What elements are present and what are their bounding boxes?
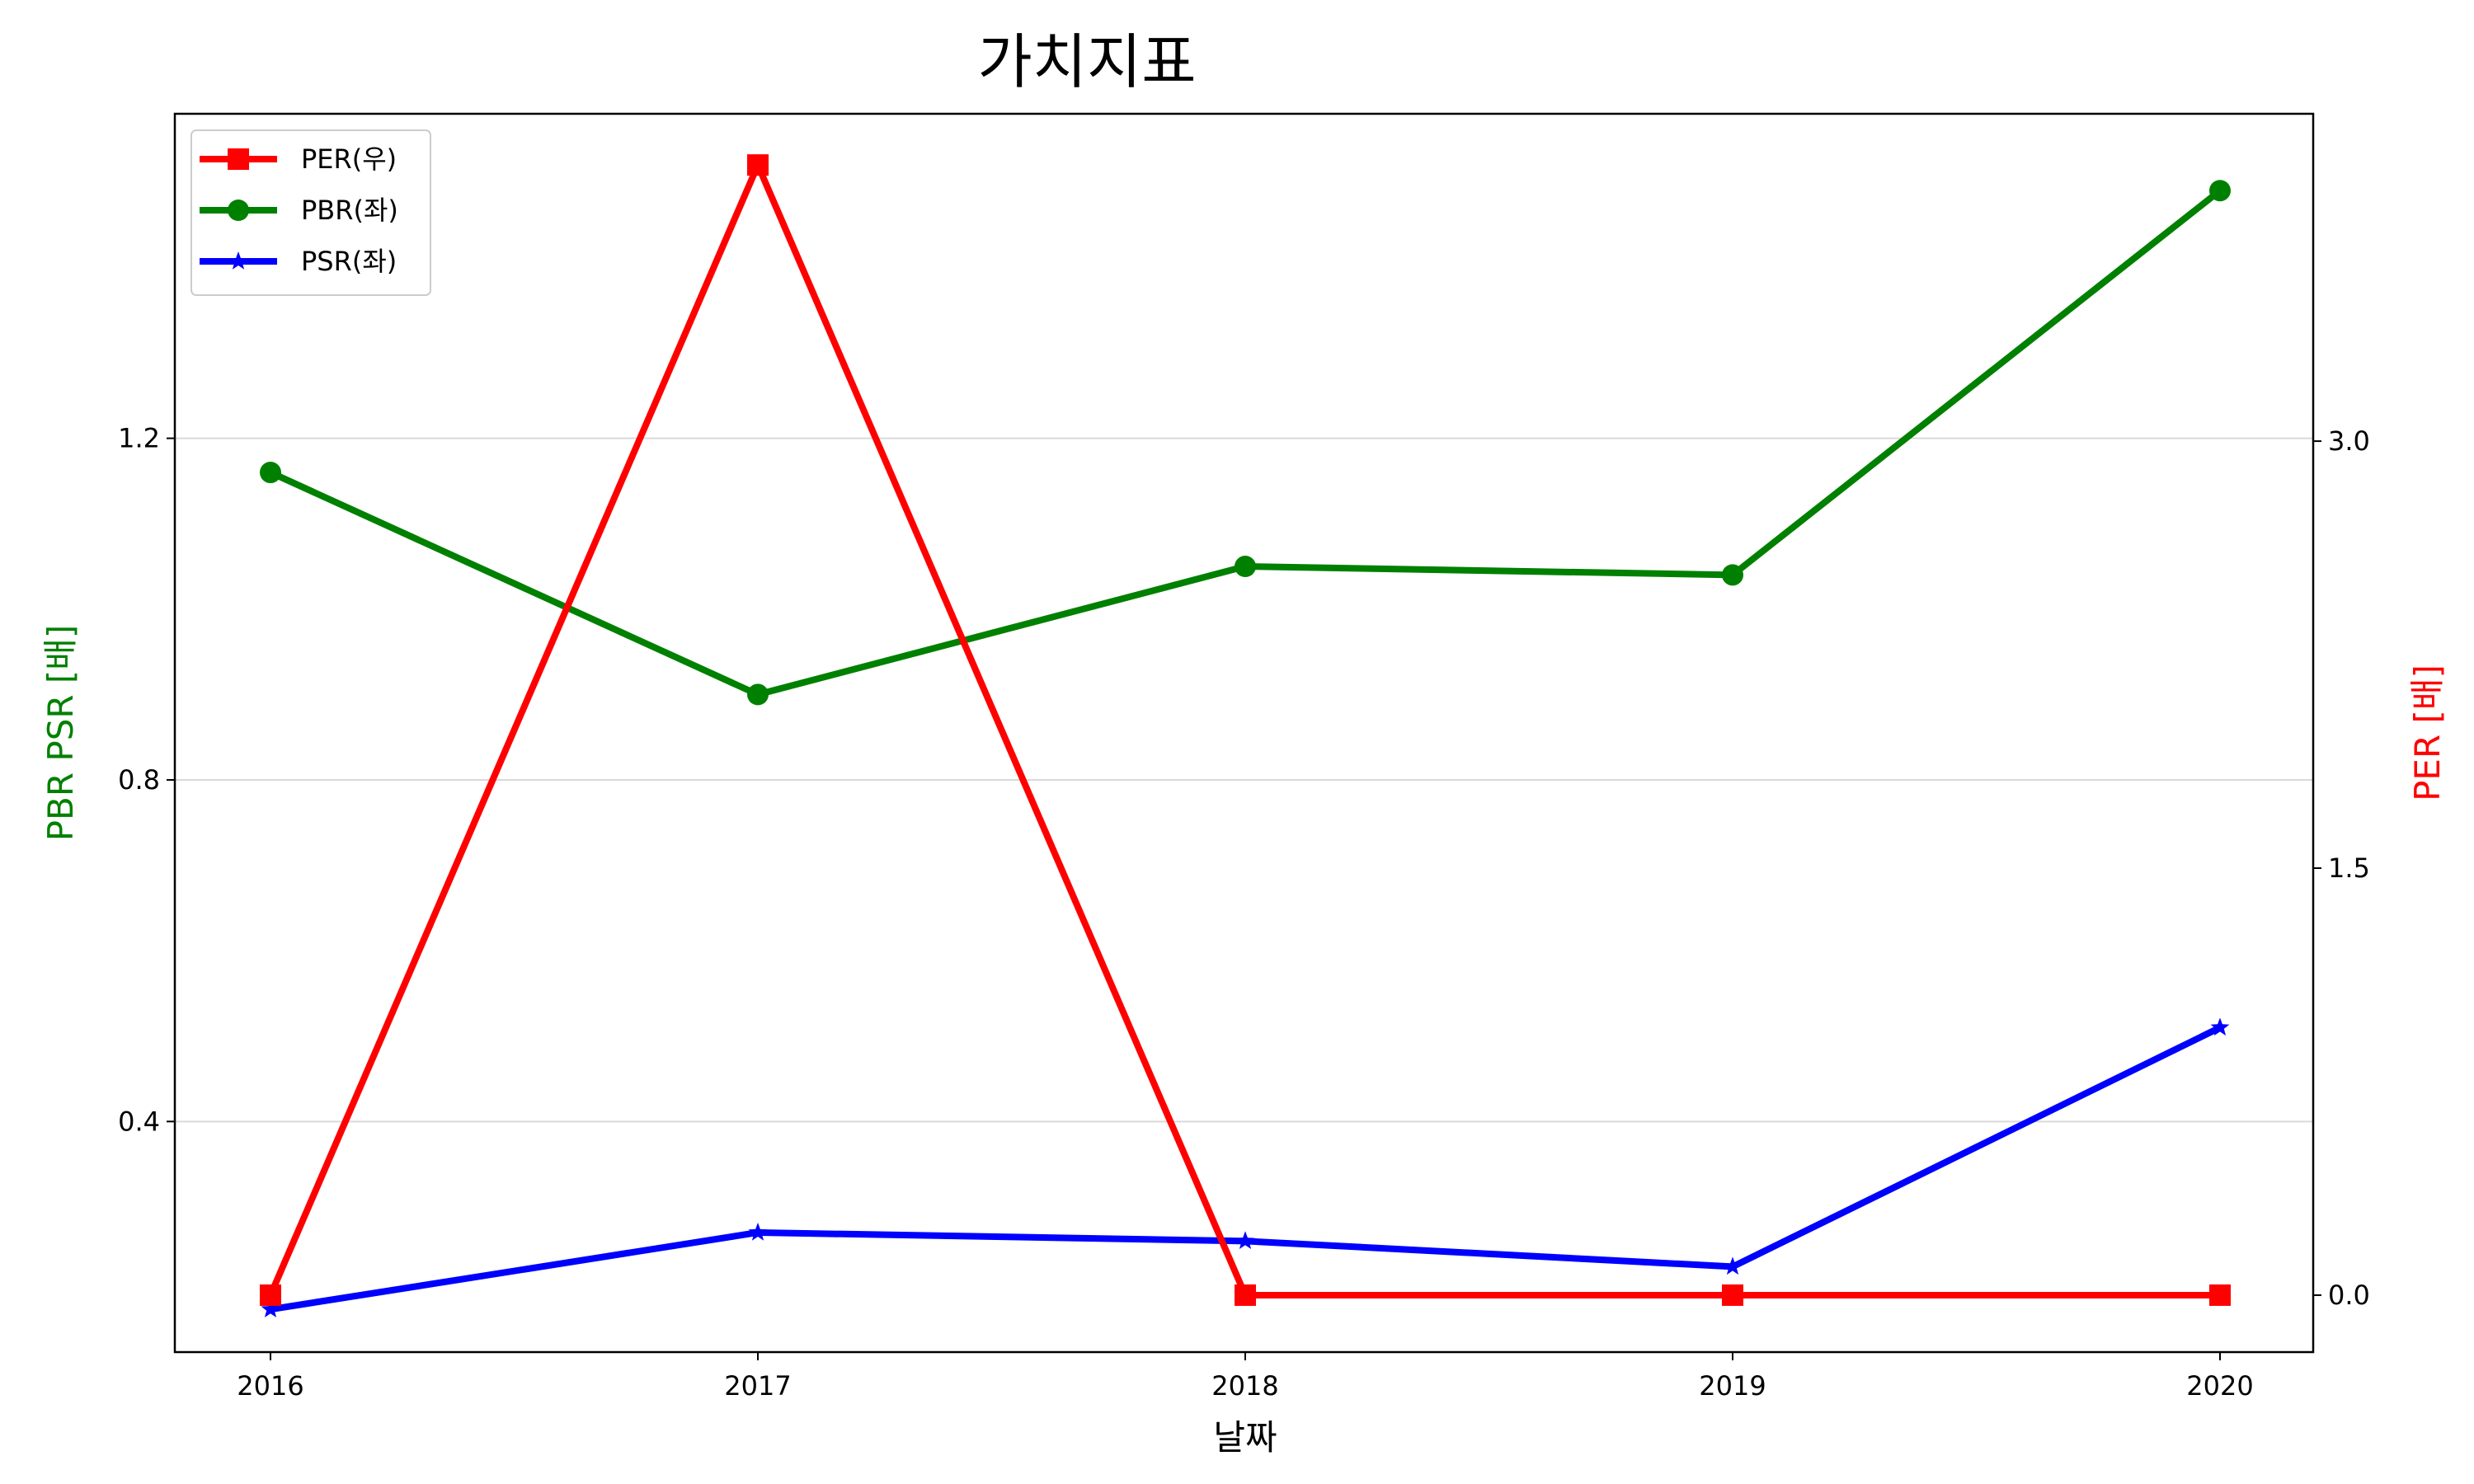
left-tick-label: 0.8 xyxy=(118,764,160,796)
legend-box xyxy=(190,129,431,296)
x-axis-label: 날짜 xyxy=(1213,1417,1277,1458)
data-point xyxy=(747,154,769,176)
right-axis-label: PER [배] xyxy=(2407,665,2448,801)
x-tick-label: 2019 xyxy=(1699,1370,1766,1402)
data-point xyxy=(2209,1284,2231,1306)
series-PSR(좌) xyxy=(261,1017,2230,1317)
x-axis-ticks: 2016 2017 2018 2019 2020 xyxy=(237,1352,2254,1402)
right-tick-label: 3.0 xyxy=(2328,425,2370,457)
grid xyxy=(175,437,2313,1123)
right-tick-label: 0.0 xyxy=(2328,1280,2370,1311)
data-point xyxy=(261,1299,280,1317)
series-PER(우) xyxy=(260,154,2231,1306)
data-point xyxy=(260,1284,281,1306)
left-tick-label: 0.4 xyxy=(118,1106,160,1137)
chart-title: 가치지표 xyxy=(978,27,1197,96)
data-point xyxy=(1722,564,1743,586)
data-point xyxy=(1235,556,1256,578)
legend-marker xyxy=(228,200,249,221)
data-point xyxy=(1235,1284,1256,1306)
legend-label: PSR(좌) xyxy=(301,246,397,277)
x-tick-label: 2016 xyxy=(237,1370,303,1402)
data-point xyxy=(2210,1017,2230,1036)
data-point xyxy=(1235,1231,1255,1249)
left-axis-ticks: 0.4 0.8 1.2 xyxy=(118,423,175,1137)
data-point xyxy=(1722,1284,1743,1306)
x-tick-label: 2018 xyxy=(1211,1370,1278,1402)
x-tick-label: 2020 xyxy=(2186,1370,2253,1402)
plot-frame xyxy=(173,112,2315,1354)
legend-label: PER(우) xyxy=(301,143,397,175)
data-point xyxy=(747,683,769,706)
legend-marker xyxy=(228,251,248,270)
x-tick-label: 2017 xyxy=(724,1370,791,1402)
series-PBR(좌) xyxy=(260,180,2231,706)
left-tick-label: 1.2 xyxy=(118,423,160,454)
legend-marker xyxy=(228,148,249,170)
right-tick-label: 1.5 xyxy=(2328,852,2370,884)
legend: PER(우) PBR(좌) PSR(좌) xyxy=(190,129,431,296)
data-point xyxy=(748,1223,768,1241)
data-point xyxy=(1723,1256,1743,1275)
left-axis-label: PBR PSR [배] xyxy=(40,625,81,842)
legend-label: PBR(좌) xyxy=(301,195,398,226)
data-point xyxy=(260,462,281,484)
plot-lines xyxy=(260,154,2231,1317)
data-point xyxy=(2209,180,2231,202)
right-axis-ticks: 0.0 1.5 3.0 xyxy=(2313,425,2370,1311)
